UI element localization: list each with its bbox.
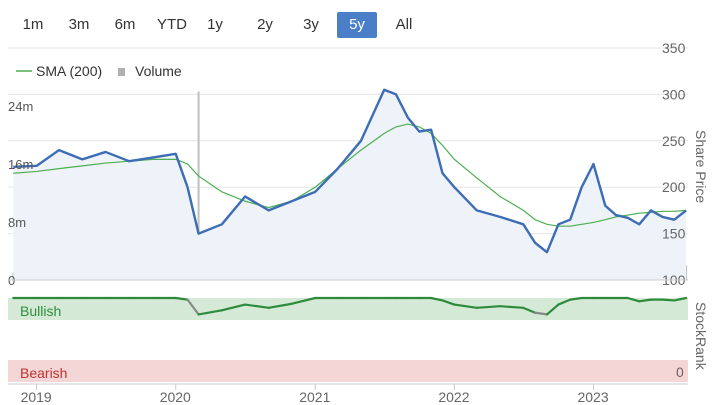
stockrank-segment — [545, 303, 560, 316]
stockrank-segment — [174, 296, 189, 301]
stockrank-segment — [638, 298, 653, 303]
sma-line — [13, 123, 687, 227]
price-tick-label: 200 — [662, 179, 686, 195]
year-label: 2022 — [438, 389, 469, 405]
volume-bar — [197, 91, 200, 280]
price-area — [13, 89, 687, 280]
bullish-zone — [8, 298, 688, 320]
price-tick-label: 300 — [662, 86, 686, 102]
range-button-5y[interactable]: 5y — [337, 12, 377, 38]
volume-tick-label: 8m — [8, 215, 26, 230]
stockrank-segment — [498, 305, 525, 309]
stockrank-segment — [569, 296, 583, 301]
volume-tick-label: 24m — [8, 99, 33, 114]
bearish-zone — [8, 360, 688, 382]
stockrank-segment — [453, 303, 478, 309]
range-button-2y[interactable]: 2y — [257, 16, 273, 33]
range-button-1m[interactable]: 1m — [22, 16, 44, 33]
stockrank-segment — [475, 305, 502, 309]
range-button-6m[interactable]: 6m — [114, 16, 136, 33]
bearish-zone-label: Bearish — [20, 365, 67, 381]
range-button-3y[interactable]: 3y — [303, 16, 319, 33]
price-axis-title: Share Price — [693, 130, 709, 203]
year-label: 2020 — [160, 389, 191, 405]
year-label: 2019 — [21, 389, 52, 405]
range-button-3m[interactable]: 3m — [68, 16, 90, 33]
stockrank-segment — [243, 303, 270, 309]
stockrank-segment — [661, 298, 676, 302]
stockrank-axis-title: StockRank — [693, 302, 709, 371]
stockrank-segment — [429, 296, 444, 302]
bullish-zone-label: Bullish — [20, 303, 61, 319]
stockrank-segment — [220, 303, 247, 312]
stockrank-segment — [186, 298, 200, 316]
stockrank-segment — [267, 302, 294, 309]
stockrank-segment — [626, 296, 641, 303]
range-button-ytd[interactable]: YTD — [157, 16, 187, 33]
range-button-1y[interactable]: 1y — [207, 16, 223, 33]
stockrank-segment — [290, 296, 317, 305]
stockrank-zero-label: 0 — [676, 364, 684, 380]
volume-tick-label: 16m — [8, 157, 33, 172]
stockrank-segment — [441, 299, 456, 306]
price-tick-label: 350 — [662, 40, 686, 56]
share-price-line — [13, 88, 687, 254]
stockrank-segment — [197, 309, 223, 316]
price-tick-label: 250 — [662, 133, 686, 149]
year-label: 2021 — [299, 389, 330, 405]
stockrank-segment — [557, 298, 572, 306]
price-tick-label: 150 — [662, 226, 686, 242]
sma-legend-label[interactable]: SMA (200) — [36, 63, 102, 79]
volume-legend-label[interactable]: Volume — [135, 63, 182, 79]
range-button-all[interactable]: All — [395, 16, 413, 33]
volume-legend-swatch — [118, 68, 125, 76]
stockrank-segment — [522, 306, 537, 314]
time-range-selector: 1m 3m 6m YTD 1y 2y 3y 5y All — [0, 10, 460, 42]
stockrank-segment — [534, 311, 549, 316]
year-label: 2023 — [577, 389, 608, 405]
stockrank-segment — [673, 296, 688, 302]
